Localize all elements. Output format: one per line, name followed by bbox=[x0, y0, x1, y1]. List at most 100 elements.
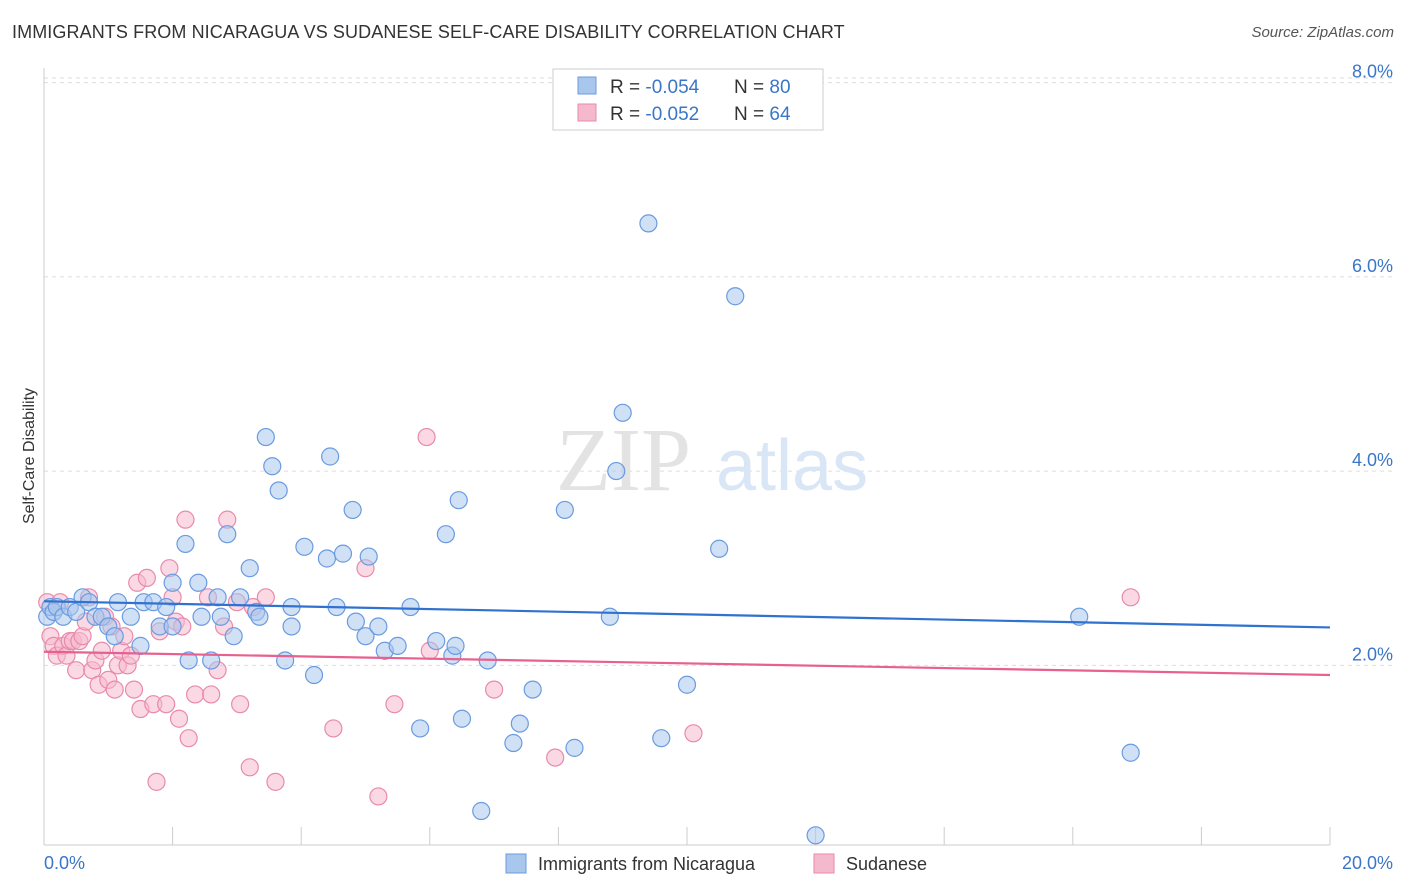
data-point-nicaragua bbox=[401, 597, 420, 617]
legend-r-value-2: -0.052 bbox=[645, 104, 699, 125]
data-point-sudanese bbox=[240, 758, 259, 777]
data-point-nicaragua bbox=[192, 607, 211, 626]
y-axis-title: Self-Care Disability bbox=[21, 388, 38, 524]
bottom-legend-swatch-sudanese bbox=[813, 853, 835, 874]
legend-stats-box bbox=[552, 68, 824, 131]
data-point-nicaragua bbox=[250, 607, 269, 626]
data-point-nicaragua bbox=[240, 559, 259, 578]
data-point-sudanese bbox=[124, 680, 144, 699]
data-point-sudanese bbox=[256, 588, 275, 607]
data-point-nicaragua bbox=[607, 461, 626, 481]
data-point-sudanese bbox=[202, 685, 221, 704]
data-point-nicaragua bbox=[1070, 607, 1089, 626]
data-point-nicaragua bbox=[726, 287, 745, 306]
data-point-nicaragua bbox=[189, 573, 208, 592]
data-point-nicaragua bbox=[208, 588, 227, 607]
svg-text:R = -0.052: R = -0.052 bbox=[610, 104, 699, 125]
data-point-nicaragua bbox=[427, 631, 446, 651]
bottom-legend-label-sudanese: Sudanese bbox=[846, 854, 927, 874]
x-tick-label-max: 20.0% bbox=[1342, 853, 1393, 873]
data-point-nicaragua bbox=[449, 491, 468, 510]
data-point-nicaragua bbox=[276, 651, 295, 670]
trend-line-sudanese bbox=[43, 650, 1331, 677]
data-point-nicaragua bbox=[411, 719, 430, 738]
data-point-sudanese bbox=[176, 510, 195, 529]
data-point-nicaragua bbox=[710, 539, 729, 558]
data-point-nicaragua bbox=[510, 714, 529, 733]
data-point-nicaragua bbox=[388, 636, 407, 655]
chart-title: IMMIGRANTS FROM NICARAGUA VS SUDANESE SE… bbox=[12, 22, 845, 42]
legend-r-label-2: R = bbox=[610, 104, 645, 125]
gridlines bbox=[44, 77, 1393, 666]
y-tick-label: 6.0% bbox=[1352, 256, 1393, 276]
data-point-nicaragua bbox=[263, 457, 282, 476]
data-point-nicaragua bbox=[343, 500, 362, 520]
data-point-nicaragua bbox=[176, 534, 195, 554]
data-point-sudanese bbox=[179, 729, 198, 748]
data-point-nicaragua bbox=[565, 738, 584, 757]
data-point-sudanese bbox=[105, 680, 124, 699]
data-point-nicaragua bbox=[652, 729, 671, 748]
data-point-nicaragua bbox=[369, 617, 388, 636]
x-ticks bbox=[43, 827, 1331, 845]
data-point-nicaragua bbox=[317, 549, 337, 568]
legend-n-value-2: 64 bbox=[769, 104, 791, 125]
data-point-nicaragua bbox=[472, 801, 491, 821]
data-point-sudanese bbox=[157, 695, 176, 714]
series-nicaragua bbox=[38, 214, 1140, 845]
data-point-nicaragua bbox=[523, 680, 542, 699]
data-point-nicaragua bbox=[231, 588, 250, 607]
data-point-nicaragua bbox=[1121, 743, 1140, 762]
data-point-sudanese bbox=[147, 772, 166, 791]
data-point-nicaragua bbox=[179, 651, 198, 670]
data-point-sudanese bbox=[324, 719, 343, 738]
data-point-nicaragua bbox=[163, 617, 182, 636]
watermark-zip: ZIP bbox=[556, 411, 691, 510]
series-sudanese bbox=[38, 427, 1140, 806]
data-point-nicaragua bbox=[333, 544, 353, 563]
legend-swatch-nicaragua bbox=[577, 76, 597, 95]
legend-r-label-1: R = bbox=[610, 77, 645, 98]
data-point-sudanese bbox=[385, 695, 404, 714]
source-label: Source: ZipAtlas.com bbox=[1251, 24, 1394, 41]
data-point-nicaragua bbox=[321, 447, 340, 466]
data-point-sudanese bbox=[137, 568, 156, 588]
y-tick-labels: 2.0% 4.0% 6.0% 8.0% bbox=[1352, 62, 1393, 665]
bottom-legend-label-nicaragua: Immigrants from Nicaragua bbox=[538, 854, 756, 874]
data-point-nicaragua bbox=[613, 403, 632, 422]
legend-n-label-2: N = bbox=[734, 104, 769, 125]
data-point-nicaragua bbox=[105, 627, 124, 646]
watermark-atlas: atlas bbox=[716, 426, 868, 506]
data-point-nicaragua bbox=[218, 525, 237, 544]
data-point-nicaragua bbox=[806, 826, 825, 845]
data-point-nicaragua bbox=[121, 607, 140, 626]
data-point-sudanese bbox=[417, 427, 436, 447]
y-tick-label: 2.0% bbox=[1352, 644, 1393, 664]
data-point-nicaragua bbox=[555, 500, 574, 520]
data-point-nicaragua bbox=[202, 651, 221, 670]
data-point-sudanese bbox=[266, 772, 285, 791]
data-point-sudanese bbox=[684, 724, 703, 743]
data-point-nicaragua bbox=[295, 537, 314, 556]
data-point-nicaragua bbox=[163, 573, 182, 592]
x-tick-label-min: 0.0% bbox=[44, 853, 85, 873]
data-point-sudanese bbox=[546, 748, 565, 767]
data-point-nicaragua bbox=[677, 675, 697, 694]
data-point-nicaragua bbox=[224, 627, 243, 646]
data-point-nicaragua bbox=[359, 547, 378, 566]
data-point-sudanese bbox=[485, 680, 504, 699]
legend-stats: R = -0.054 N = 80 R = -0.052 N = 64 bbox=[552, 68, 824, 131]
data-point-nicaragua bbox=[446, 636, 465, 655]
data-point-nicaragua bbox=[269, 481, 288, 500]
data-point-nicaragua bbox=[157, 597, 176, 617]
data-point-sudanese bbox=[231, 695, 250, 714]
bottom-legend-swatch-nicaragua bbox=[505, 853, 527, 874]
y-tick-label: 4.0% bbox=[1352, 450, 1393, 470]
data-point-sudanese bbox=[169, 709, 189, 728]
data-point-nicaragua bbox=[356, 627, 375, 646]
data-point-nicaragua bbox=[256, 427, 275, 447]
data-point-nicaragua bbox=[436, 525, 455, 544]
legend-n-value-1: 80 bbox=[769, 77, 790, 98]
data-point-nicaragua bbox=[346, 612, 365, 631]
